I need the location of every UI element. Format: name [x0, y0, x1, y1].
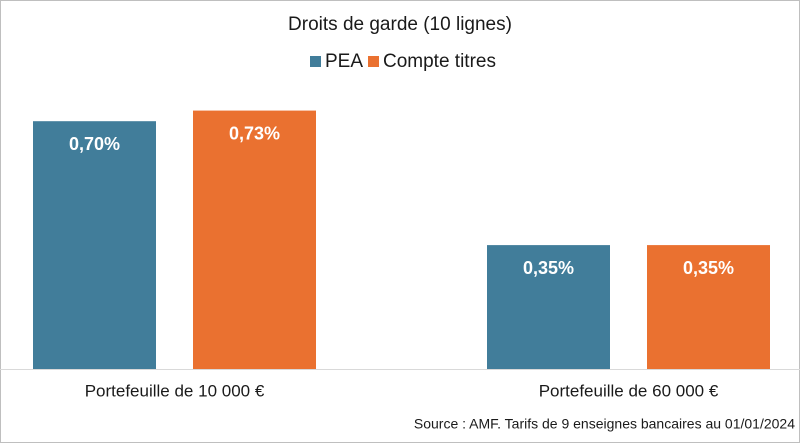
bar [193, 110, 316, 369]
x-tick-label: Portefeuille de 10 000 € [85, 381, 265, 400]
legend-label: PEA [325, 51, 363, 72]
value-label: 0,70% [69, 134, 120, 154]
bar [487, 245, 610, 369]
legend-label: Compte titres [383, 51, 496, 72]
x-tick-label: Portefeuille de 60 000 € [539, 381, 719, 400]
legend-swatch [310, 56, 321, 67]
value-label: 0,35% [523, 258, 574, 278]
value-label: 0,73% [229, 123, 280, 143]
bar [33, 121, 156, 369]
chart-title: Droits de garde (10 lignes) [288, 14, 512, 35]
bar [647, 245, 770, 369]
source-note: Source : AMF. Tarifs de 9 enseignes banc… [414, 416, 795, 432]
legend-swatch [368, 56, 379, 67]
value-label: 0,35% [683, 258, 734, 278]
